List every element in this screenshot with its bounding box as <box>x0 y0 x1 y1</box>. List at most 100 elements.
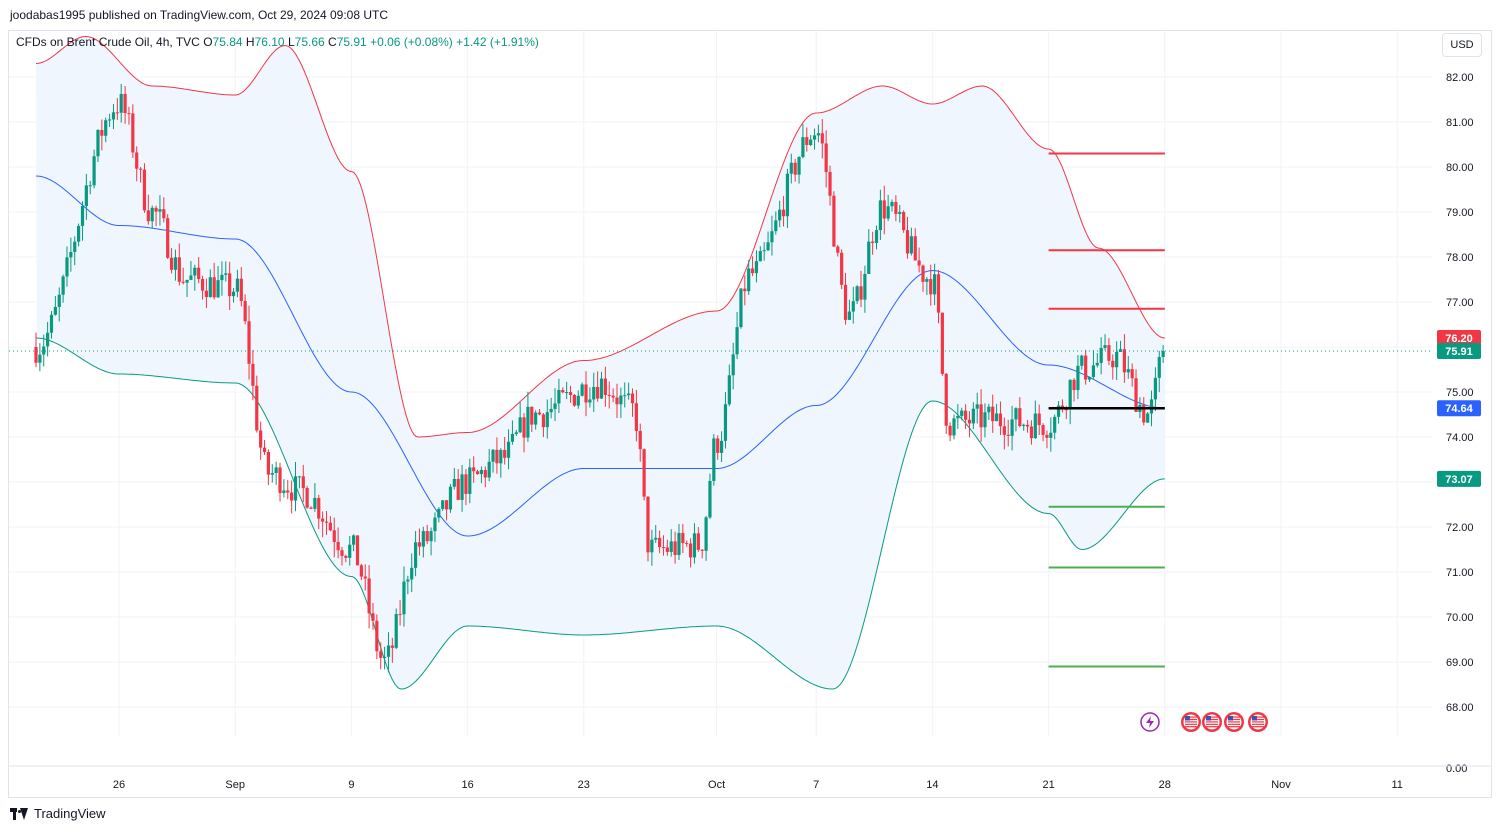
candle-body <box>754 261 759 274</box>
candle-body <box>991 406 995 422</box>
candle-body <box>181 281 185 283</box>
candle-body <box>158 209 162 212</box>
candle-body <box>212 277 216 298</box>
published-caption: joodabas1995 published on TradingView.co… <box>10 8 389 22</box>
candle-body <box>53 306 57 315</box>
y-tick-label: 82.00 <box>1446 72 1474 84</box>
candle-body <box>251 363 255 386</box>
us-flag-icon <box>1248 712 1268 732</box>
candle-body <box>781 209 786 217</box>
y-tick-label: 70.00 <box>1446 612 1474 624</box>
candle-body <box>321 518 325 522</box>
candle-body <box>1122 349 1127 373</box>
candle-body <box>177 257 181 282</box>
candle-body <box>77 225 81 242</box>
candle-body <box>42 346 46 355</box>
candle-body <box>452 478 456 487</box>
candle-body <box>716 438 720 453</box>
candle-body <box>235 278 240 292</box>
candle-body <box>913 236 917 261</box>
change-total-value: +1.42 (+1.91%) <box>456 35 539 49</box>
candle-body <box>1056 405 1061 417</box>
candle-body <box>812 135 817 140</box>
candle-body <box>305 488 309 508</box>
y-tick-label: 80.00 <box>1446 162 1474 174</box>
candle-body <box>510 433 515 442</box>
candle-body <box>967 419 972 424</box>
candle-body <box>921 265 925 282</box>
x-tick-label: 7 <box>813 779 819 791</box>
candle-body <box>332 530 336 542</box>
candle-body <box>1053 416 1057 433</box>
candle-body <box>111 112 116 120</box>
candle-body <box>503 449 507 458</box>
candle-body <box>1041 425 1045 435</box>
tradingview-brand[interactable]: TradingView <box>10 806 106 821</box>
candle-body <box>138 168 143 170</box>
candle-body <box>193 267 197 276</box>
candle-body <box>983 412 987 428</box>
candle-body <box>506 441 511 458</box>
candle-body <box>495 449 499 464</box>
candle-body <box>441 500 445 509</box>
candle-body <box>460 474 464 500</box>
y-tick-label: 68.00 <box>1446 702 1474 714</box>
candle-body <box>855 286 859 302</box>
candle-body <box>286 490 290 493</box>
candle-body <box>1033 413 1037 439</box>
candle-body <box>793 162 797 175</box>
candle-body <box>38 354 42 363</box>
y-tick-label: 78.00 <box>1446 252 1474 264</box>
price-label-box <box>1437 400 1481 417</box>
candle-body <box>526 406 530 438</box>
candle-body <box>840 252 844 285</box>
candle-body <box>224 273 228 275</box>
candle-body <box>1022 424 1026 427</box>
candle-body <box>88 185 92 187</box>
candle-body <box>309 507 313 509</box>
y-tick-label: 74.00 <box>1446 432 1474 444</box>
candle-body <box>998 413 1003 427</box>
bollinger-band-fill <box>36 36 1165 689</box>
candle-body <box>204 290 209 298</box>
x-tick-label: 26 <box>113 779 125 791</box>
candle-body <box>80 205 85 226</box>
candle-body <box>491 449 495 462</box>
candle-body <box>766 242 770 251</box>
tradingview-logo-icon <box>10 807 28 820</box>
candle-body <box>654 537 658 540</box>
candle-body <box>1157 356 1161 378</box>
candle-body <box>115 112 119 114</box>
candle-body <box>34 347 38 363</box>
candle-body <box>634 403 638 431</box>
candle-body <box>317 497 321 519</box>
candle-body <box>929 279 933 295</box>
candle-body <box>1037 413 1041 426</box>
candle-body <box>801 137 805 157</box>
candle-body <box>92 156 96 186</box>
candle-body <box>425 531 429 542</box>
candle-body <box>545 412 549 428</box>
currency-button[interactable]: USD <box>1442 33 1482 57</box>
candle-body <box>131 113 135 153</box>
candle-body <box>383 656 387 658</box>
candle-body <box>568 392 573 395</box>
candle-body <box>530 406 534 425</box>
candle-body <box>576 395 580 406</box>
candle-body <box>297 476 301 478</box>
candle-body <box>328 522 332 531</box>
candle-body <box>712 438 716 481</box>
y-tick-label: 75.00 <box>1446 387 1474 399</box>
candle-body <box>169 257 174 270</box>
candle-body <box>123 93 127 114</box>
candle-body <box>1064 409 1068 411</box>
candle-body <box>336 541 340 551</box>
candle-body <box>413 542 418 568</box>
candle-body <box>142 169 147 211</box>
candle-body <box>867 241 871 274</box>
candle-body <box>770 231 774 243</box>
candle-body <box>785 173 790 217</box>
candle-body <box>565 392 569 394</box>
candle-body <box>952 418 956 436</box>
